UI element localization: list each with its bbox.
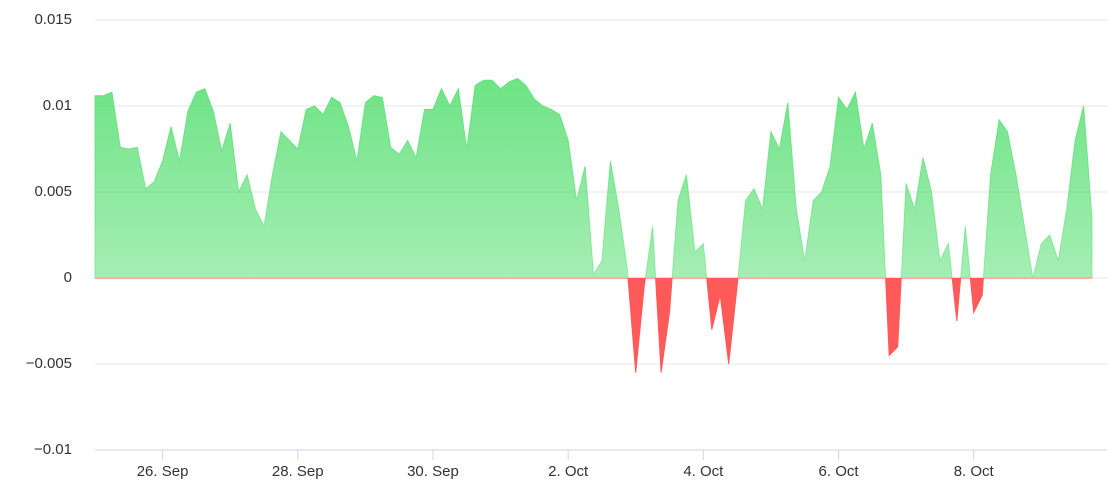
y-tick-label: 0 <box>64 269 72 286</box>
y-tick-label: 0.015 <box>34 11 72 28</box>
y-tick-label: 0.005 <box>34 183 72 200</box>
x-tick-label: 8. Oct <box>954 463 995 480</box>
x-tick-label: 2. Oct <box>548 463 589 480</box>
area <box>94 77 1093 373</box>
x-tick-label: 4. Oct <box>683 463 724 480</box>
y-tick-label: −0.01 <box>34 441 72 458</box>
y-tick-label: −0.005 <box>26 355 72 372</box>
x-tick-label: 6. Oct <box>819 463 860 480</box>
y-tick-label: 0.01 <box>43 97 72 114</box>
x-tick-label: 26. Sep <box>137 463 189 480</box>
x-tick-label: 30. Sep <box>407 463 459 480</box>
x-tick-label: 28. Sep <box>272 463 324 480</box>
